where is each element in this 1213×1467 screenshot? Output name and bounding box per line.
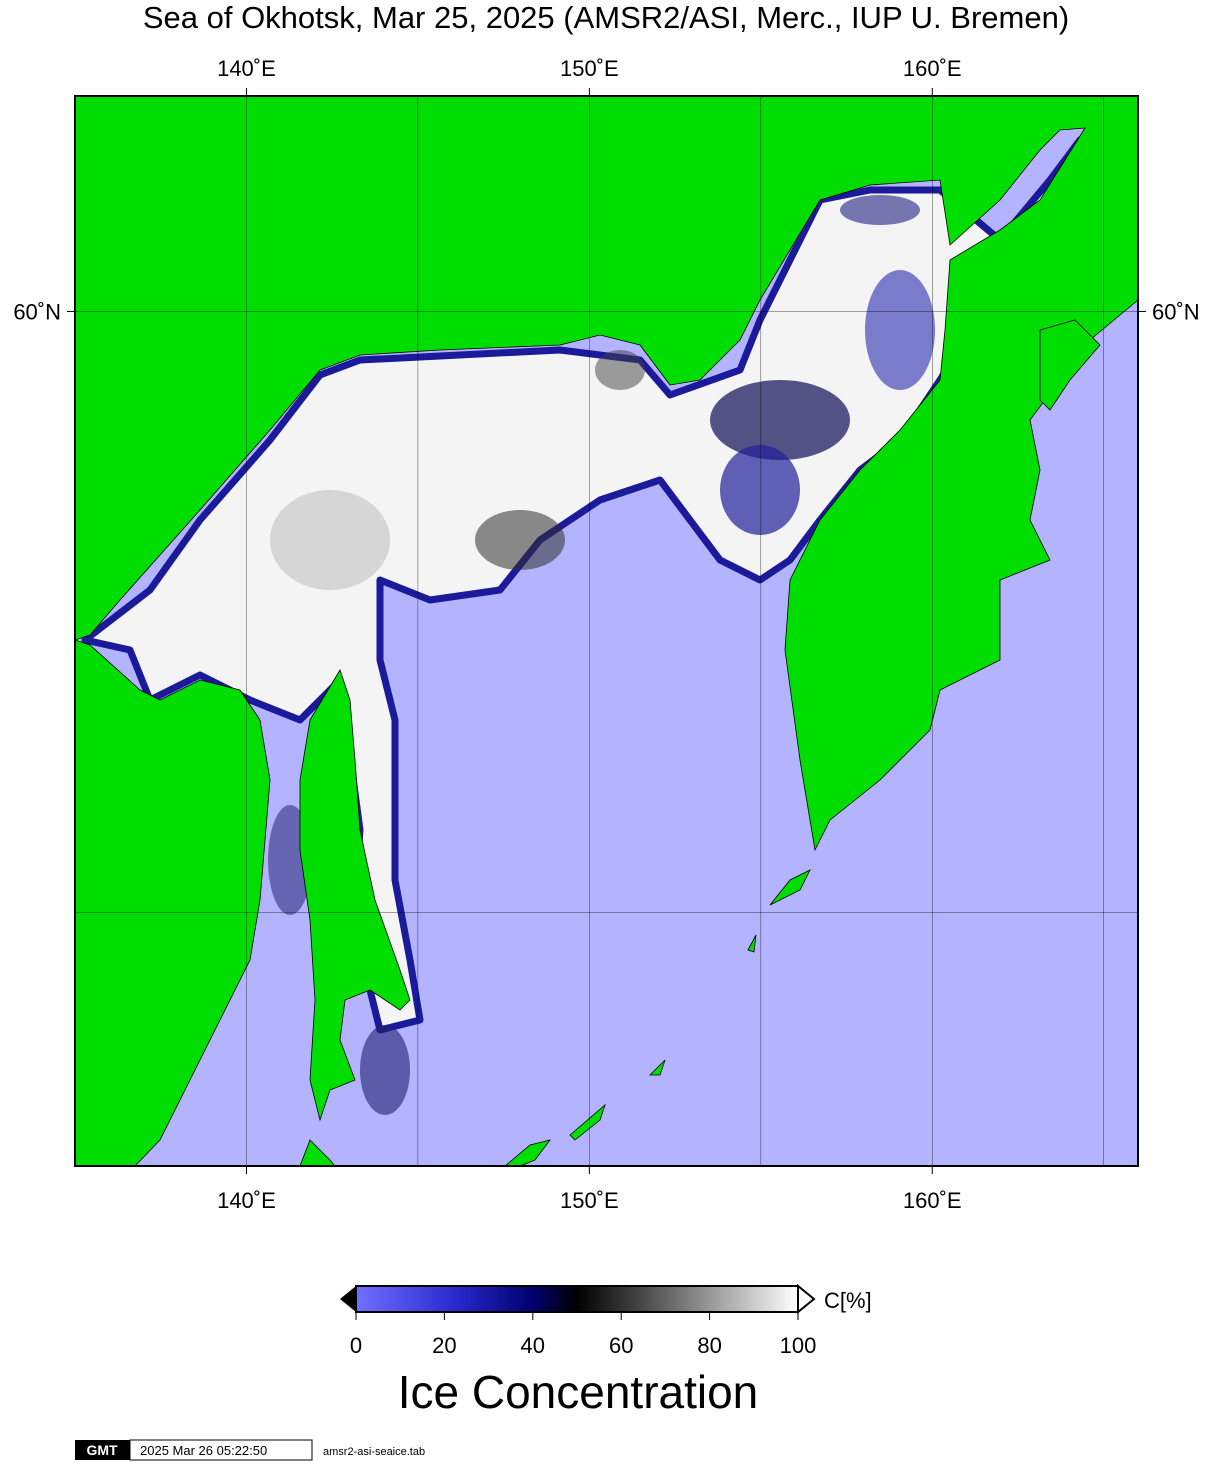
- timestamp-box: [129, 1439, 313, 1461]
- lon-tick-label: 140˚E: [217, 56, 276, 81]
- lat-tick-label: 60˚N: [13, 299, 61, 324]
- colorbar-tick-label: 80: [697, 1333, 721, 1358]
- colorbar-unit: C[%]: [824, 1288, 872, 1313]
- colorbar-scale: [355, 1285, 799, 1313]
- footer: GMT 2025 Mar 26 05:22:50 amsr2-asi-seaic…: [75, 1439, 425, 1461]
- colorbar-tick-label: 100: [780, 1333, 817, 1358]
- map-frame: [74, 95, 1139, 1167]
- land-hokkaido: [299, 1139, 336, 1166]
- land-kuril: [747, 934, 757, 953]
- colorbar-tick-label: 20: [432, 1333, 456, 1358]
- land-kuril: [504, 1139, 551, 1166]
- map-ticks: 140˚E 140˚E 150˚E 150˚E 160˚E 160˚E 60˚N 60˚N: [13, 56, 1199, 1213]
- land-kamchatka-tip-east: [1039, 319, 1101, 411]
- timestamp: 2025 Mar 26 05:22:50: [140, 1443, 267, 1458]
- colorbar-under: [340, 1286, 356, 1312]
- land-kuril: [569, 1103, 606, 1141]
- lon-tick-label: 160˚E: [903, 1188, 962, 1213]
- lat-tick-label: 60˚N: [1152, 299, 1200, 324]
- colorbar: C[%] Ice Concentration 0 20 40 60 80 100: [340, 1283, 872, 1418]
- lon-tick-label: 160˚E: [903, 56, 962, 81]
- graticule: [75, 96, 1138, 1166]
- colorbar-tick-label: 40: [521, 1333, 545, 1358]
- land-north-kamchatka: [75, 96, 1138, 852]
- ice-texture: [268, 195, 935, 1115]
- lon-tick-label: 140˚E: [217, 1188, 276, 1213]
- lon-tick-label: 150˚E: [560, 1188, 619, 1213]
- colorbar-tick-label: 0: [350, 1333, 362, 1358]
- lon-tick-label: 150˚E: [560, 56, 619, 81]
- colorbar-tick-label: 60: [609, 1333, 633, 1358]
- land-kuril: [649, 1059, 666, 1076]
- land-kuril: [769, 869, 811, 906]
- colorbar-over: [797, 1283, 816, 1315]
- land-sakhalin: [299, 669, 411, 1122]
- map-area: [75, 96, 1138, 1166]
- colorbar-title: Ice Concentration: [398, 1366, 759, 1418]
- map-title: Sea of Okhotsk, Mar 25, 2025 (AMSR2/ASI,…: [143, 0, 1069, 35]
- gmt-logo-text: GMT: [86, 1442, 118, 1458]
- source-file: amsr2-asi-seaice.tab: [323, 1446, 425, 1458]
- land-mainland-south: [75, 639, 271, 1166]
- gmt-logo: [75, 1440, 130, 1460]
